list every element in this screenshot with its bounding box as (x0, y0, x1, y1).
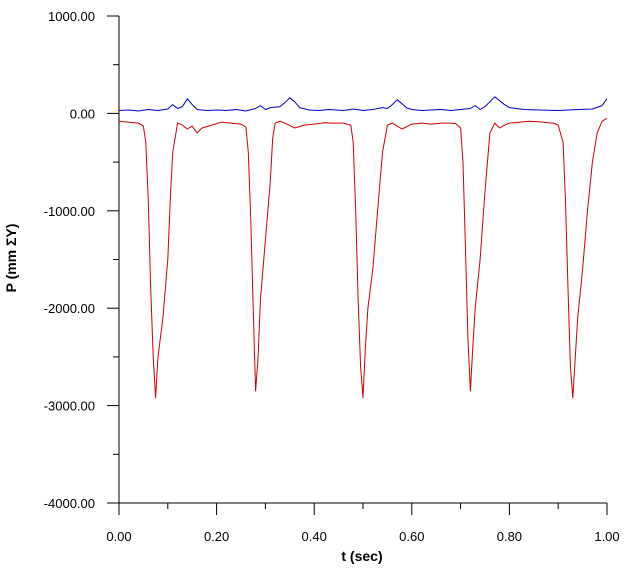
y-tick-label: 0.00 (70, 106, 95, 121)
series-lines (118, 96, 608, 399)
x-tick-label: 0.80 (497, 529, 522, 544)
series-line-2 (118, 117, 608, 399)
y-tick-label: -4000.00 (44, 496, 95, 511)
y-tick-label: -2000.00 (44, 301, 95, 316)
y-tick-label: -1000.00 (44, 204, 95, 219)
x-tick-label: 1.00 (594, 529, 619, 544)
y-tick-label: -3000.00 (44, 399, 95, 414)
x-tick-label: 0.40 (302, 529, 327, 544)
y-axis-title: P (mm ΣY) (3, 224, 19, 293)
x-tick-label: 0.20 (204, 529, 229, 544)
series-line-1 (118, 96, 608, 112)
x-tick-label: 0.60 (399, 529, 424, 544)
y-tick-label: 1000.00 (48, 9, 95, 24)
x-tick-label: 0.00 (106, 529, 131, 544)
x-axis-title: t (sec) (341, 548, 382, 564)
x-axis: 0.00 0.20 0.40 0.60 0.80 1.00 (106, 502, 620, 544)
y-axis: -4000.00 -3000.00 -2000.00 -1000.00 0.00 1000… (44, 9, 120, 511)
